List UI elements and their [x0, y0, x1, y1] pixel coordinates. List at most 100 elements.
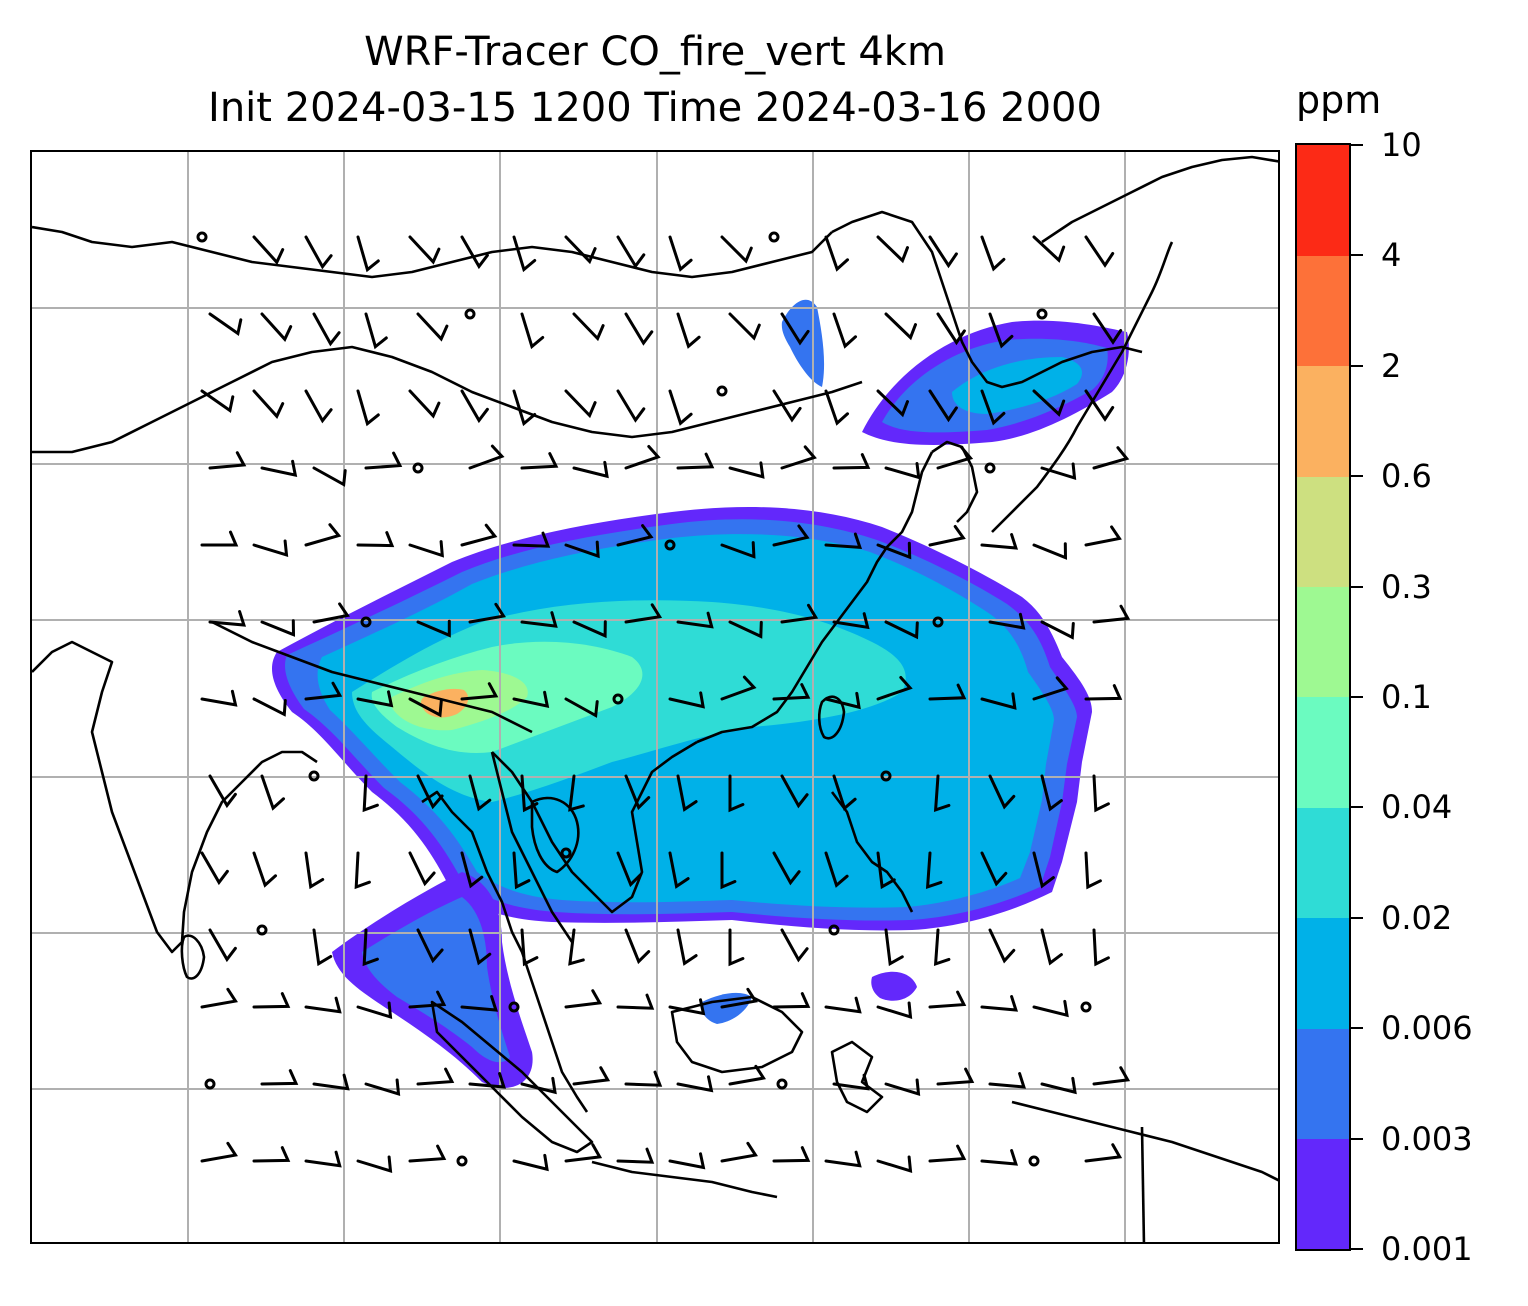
wind-barb [312, 1073, 350, 1091]
wind-barb [520, 928, 539, 967]
wind-barb [460, 995, 499, 1012]
wind-barb [512, 851, 531, 890]
wind-barb [312, 466, 347, 487]
wind-barb [564, 697, 599, 718]
colorbar-tick-label: 0.6 [1381, 457, 1432, 496]
wind-barb [728, 1064, 766, 1086]
plume-south-blob [871, 971, 917, 1001]
wind-barb [936, 1067, 975, 1086]
colorbar-segment [1297, 255, 1349, 367]
wind-barb-calm [308, 770, 320, 782]
colorbar-tick [1351, 475, 1363, 478]
wind-barb [468, 602, 506, 624]
wind-barb [362, 774, 379, 813]
wind-barb [832, 774, 857, 811]
wind-barb-calm [716, 385, 728, 397]
wind-barb-calm [1036, 308, 1048, 320]
wind-barb [408, 697, 443, 718]
wind-barb [772, 851, 801, 886]
wind-barb [356, 690, 394, 708]
colorbar [1295, 143, 1351, 1251]
colorbar-unit-label: ppm [1296, 78, 1382, 122]
wind-barb [824, 996, 862, 1014]
wind-barb [1032, 676, 1069, 701]
wind-barb-calm [256, 924, 268, 936]
wind-barb [356, 1155, 393, 1173]
colorbar-tick [1351, 364, 1363, 367]
wind-barb [668, 691, 705, 709]
wind-barb [208, 451, 247, 470]
colorbar-tick [1351, 1137, 1363, 1140]
wind-barb [312, 312, 341, 347]
coast-india [32, 640, 318, 954]
wind-barb [772, 524, 810, 547]
wind-barb-calm [196, 231, 208, 243]
wind-barb [468, 1072, 507, 1089]
wind-barb [884, 1078, 921, 1096]
wind-barb [668, 851, 690, 889]
wind-barb [408, 540, 444, 558]
colorbar-tick [1351, 1248, 1363, 1250]
wind-barb [200, 530, 239, 547]
wind-barb [676, 774, 698, 812]
wind-barb [568, 774, 585, 812]
wind-barb [520, 452, 559, 470]
wind-barb [564, 235, 597, 265]
wind-barb [728, 774, 745, 813]
wind-barb [876, 676, 913, 701]
wind-barb-calm [508, 1001, 520, 1013]
wind-barb [676, 611, 714, 629]
wind-barb [408, 990, 447, 1009]
wind-barb [460, 389, 489, 424]
colorbar-segment [1297, 1028, 1349, 1140]
wind-barb [260, 619, 296, 637]
wind-barb [832, 612, 870, 630]
wind-barb [624, 312, 654, 346]
wind-barb [980, 692, 1017, 710]
coast-korea [931, 440, 979, 523]
wind-barb [728, 928, 745, 967]
wind-barb [1084, 235, 1115, 268]
wind-barb [876, 541, 912, 560]
wind-barb [780, 312, 810, 346]
colorbar-tick-label: 0.006 [1381, 1009, 1473, 1048]
wind-barb [624, 445, 661, 470]
wind-barb [1084, 851, 1102, 890]
wind-barb [668, 1152, 706, 1170]
wind-barb [364, 451, 403, 470]
wind-barb [824, 235, 849, 272]
wind-barb [572, 620, 607, 639]
coast-sumatra [430, 1000, 594, 1154]
wind-barb [980, 995, 1019, 1012]
wind-barb [988, 612, 1026, 630]
wind-barb [616, 993, 655, 1010]
wind-barb [252, 697, 287, 717]
wind-barb [936, 445, 974, 470]
wind-barb [780, 603, 819, 624]
wind-barb [780, 445, 817, 470]
wind-barb [988, 1072, 1027, 1089]
wind-barb [1092, 1066, 1131, 1086]
colorbar-segment [1297, 365, 1349, 477]
wind-barb [520, 1076, 557, 1095]
map-panel [30, 150, 1280, 1244]
coast-taiwan [817, 695, 846, 740]
wind-barb [200, 389, 235, 414]
wind-barb [362, 928, 379, 967]
wind-barb [925, 851, 943, 890]
coast-indochina-east [491, 740, 698, 914]
wind-barb [772, 992, 811, 1009]
wind-barb [616, 851, 643, 888]
wind-barb [616, 1147, 655, 1164]
wind-barb [1040, 1076, 1077, 1095]
wind-barb [1040, 928, 1063, 966]
colorbar-segment [1297, 476, 1349, 588]
wind-barb [356, 531, 395, 548]
wind-barb [668, 235, 693, 272]
colorbar-tick-label: 0.04 [1381, 788, 1453, 827]
wind-barb [676, 312, 701, 349]
wind-barb [616, 524, 654, 547]
plume-north-sliver [781, 299, 825, 387]
wind-barb-calm [560, 847, 572, 859]
colorbar-tick-label: 0.003 [1381, 1119, 1473, 1158]
